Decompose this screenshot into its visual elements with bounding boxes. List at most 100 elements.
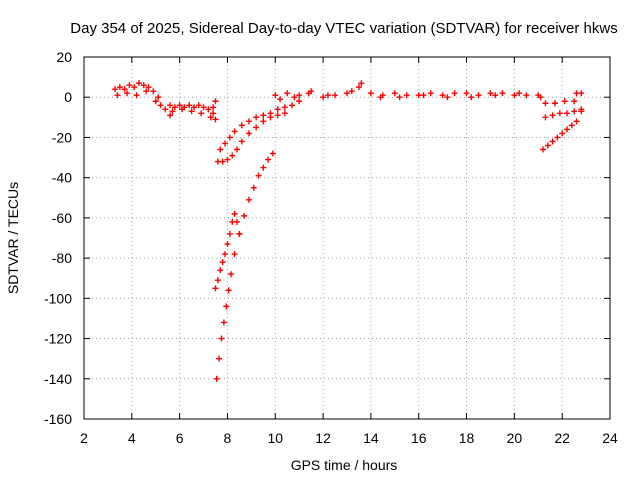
data-point — [563, 110, 570, 117]
data-point — [468, 94, 475, 101]
y-axis-label: SDTVAR / TECUs — [5, 182, 21, 294]
data-point — [131, 84, 138, 91]
data-point — [568, 122, 575, 129]
data-point — [188, 108, 195, 115]
data-point — [212, 285, 219, 292]
x-tick-label: 8 — [224, 430, 232, 446]
data-point — [348, 88, 355, 95]
plot-frame — [83, 56, 611, 420]
data-point — [143, 88, 150, 95]
x-tick-label: 24 — [602, 430, 618, 446]
series-flat-band-2 — [277, 80, 544, 103]
data-point — [549, 112, 556, 119]
x-tick-label: 10 — [267, 430, 283, 446]
data-point — [267, 114, 274, 121]
y-tick-label: -20 — [52, 129, 72, 145]
series-cluster-early — [112, 80, 174, 119]
data-point — [289, 102, 296, 109]
data-point — [324, 92, 331, 99]
data-point — [291, 94, 298, 101]
data-point — [296, 98, 303, 105]
data-point — [234, 218, 241, 225]
data-point — [176, 102, 183, 109]
data-point — [219, 158, 226, 165]
data-point — [552, 100, 559, 107]
data-point — [403, 92, 410, 99]
data-point — [260, 164, 267, 171]
data-point — [578, 90, 585, 97]
data-point — [544, 142, 551, 149]
data-point — [284, 90, 291, 97]
data-point — [179, 106, 186, 113]
data-point — [253, 114, 260, 121]
data-point — [269, 150, 276, 157]
data-point — [198, 110, 205, 117]
data-point — [563, 126, 570, 133]
data-point — [439, 92, 446, 99]
data-point — [226, 134, 233, 141]
series-steep-arc-1 — [212, 210, 243, 292]
x-tick-label: 2 — [80, 430, 88, 446]
data-point — [229, 152, 236, 159]
series-arc-to-zero-2 — [214, 110, 288, 165]
data-point — [217, 267, 224, 274]
data-point — [234, 146, 241, 153]
data-point — [186, 102, 193, 109]
data-point — [214, 277, 221, 284]
data-point — [140, 82, 147, 89]
data-point — [190, 104, 197, 111]
data-point — [228, 271, 235, 278]
data-point — [250, 184, 257, 191]
data-point — [344, 90, 350, 97]
series-steep-arc-2 — [213, 150, 276, 382]
data-point — [238, 122, 245, 129]
data-point — [241, 212, 248, 219]
series-late-cluster — [542, 90, 585, 121]
data-point — [171, 104, 178, 111]
data-point — [226, 230, 233, 237]
data-point — [332, 92, 339, 99]
data-point — [195, 102, 202, 109]
series-flat-band — [272, 84, 542, 101]
data-point — [222, 251, 229, 258]
data-point — [396, 94, 403, 101]
data-points — [112, 80, 585, 382]
x-tick-label: 16 — [411, 430, 427, 446]
x-tick-label: 20 — [507, 430, 523, 446]
data-point — [305, 90, 312, 97]
data-point — [222, 140, 229, 147]
data-point — [212, 116, 219, 123]
data-point — [236, 230, 243, 237]
data-point — [274, 106, 281, 113]
data-point — [225, 287, 232, 294]
data-point — [549, 138, 556, 145]
y-tick-label: -80 — [52, 250, 72, 266]
x-tick-label: 18 — [459, 430, 475, 446]
data-point — [213, 375, 220, 382]
data-point — [207, 114, 214, 121]
data-point — [265, 156, 272, 163]
data-point — [223, 303, 230, 310]
data-point — [200, 104, 207, 111]
data-point — [255, 172, 262, 179]
y-tick-label: -160 — [44, 411, 72, 427]
data-point — [272, 92, 279, 99]
data-point — [492, 92, 499, 99]
data-point — [167, 112, 174, 119]
x-tick-label: 22 — [554, 430, 570, 446]
data-point — [231, 128, 238, 135]
data-point — [218, 335, 225, 342]
y-tick-label: -40 — [52, 170, 72, 186]
data-point — [559, 130, 566, 137]
data-point — [260, 118, 267, 125]
data-point — [571, 98, 578, 105]
data-point — [135, 80, 142, 87]
data-point — [116, 84, 123, 91]
data-point — [245, 130, 252, 137]
x-tick-label: 12 — [315, 430, 331, 446]
data-point — [296, 92, 303, 99]
data-point — [169, 108, 176, 115]
data-point — [238, 138, 245, 145]
data-point — [281, 104, 288, 111]
data-point — [224, 241, 231, 248]
